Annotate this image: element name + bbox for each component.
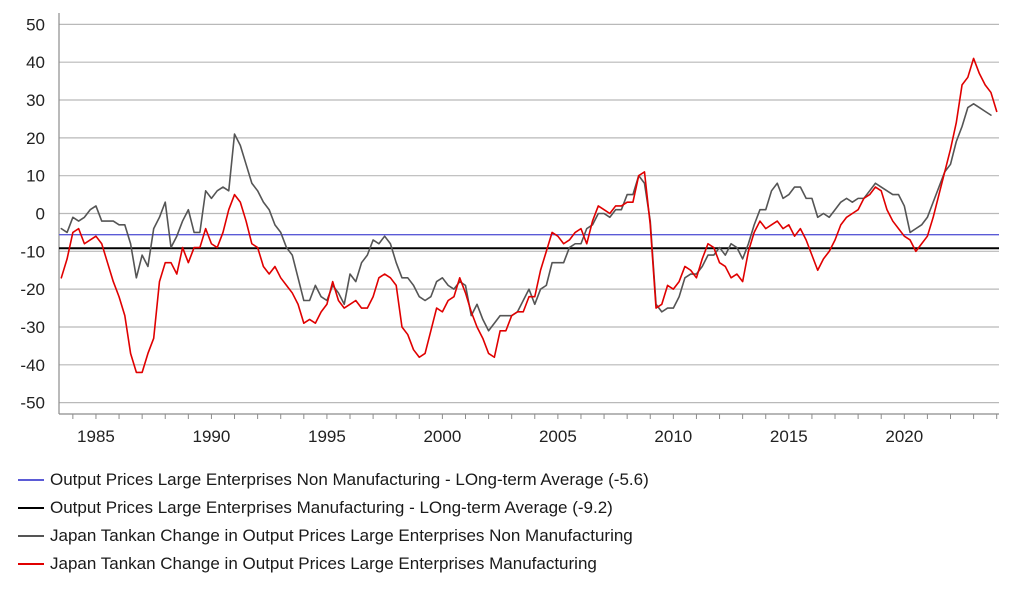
y-tick-label: 10 <box>26 167 45 186</box>
y-tick-label: 20 <box>26 129 45 148</box>
x-axis: 1985 1990 1995 2000 2005 2010 2015 2020 <box>72 414 998 446</box>
legend-label-nonmanufacturing-average: Output Prices Large Enterprises Non Manu… <box>50 470 649 489</box>
y-tick-label: -10 <box>20 242 45 261</box>
y-tick-label: 30 <box>26 91 45 110</box>
y-tick-label: 50 <box>26 15 45 34</box>
legend-item-nonmanufacturing: Japan Tankan Change in Output Prices Lar… <box>16 522 1006 550</box>
x-tick-label: 2000 <box>423 427 461 446</box>
x-tick-label: 1990 <box>193 427 231 446</box>
series-line-3 <box>60 57 998 374</box>
x-tick-label: 2010 <box>654 427 692 446</box>
y-tick-label: -30 <box>20 318 45 337</box>
y-tick-label: -40 <box>20 356 45 375</box>
legend-swatch-nonmanufacturing-average <box>18 479 44 481</box>
x-tick-label: 1995 <box>308 427 346 446</box>
legend-label-manufacturing: Japan Tankan Change in Output Prices Lar… <box>50 554 597 573</box>
y-tick-label: 40 <box>26 53 45 72</box>
x-tick-label: 2005 <box>539 427 577 446</box>
legend: Output Prices Large Enterprises Non Manu… <box>16 466 1006 578</box>
legend-swatch-nonmanufacturing <box>18 535 44 537</box>
legend-swatch-manufacturing-average <box>18 507 44 509</box>
x-tick-label: 2015 <box>770 427 808 446</box>
x-tick-label: 1985 <box>77 427 115 446</box>
series <box>59 57 999 374</box>
legend-label-manufacturing-average: Output Prices Large Enterprises Manufact… <box>50 498 613 517</box>
legend-item-manufacturing: Japan Tankan Change in Output Prices Lar… <box>16 550 1006 578</box>
y-tick-label: 0 <box>36 205 45 224</box>
x-tick-label: 2020 <box>885 427 923 446</box>
y-axis: 50 40 30 20 10 0 -10 -20 -30 -40 -50 <box>20 15 45 412</box>
gridlines <box>58 13 999 415</box>
series-line-2 <box>60 102 992 332</box>
legend-label-nonmanufacturing: Japan Tankan Change in Output Prices Lar… <box>50 526 633 545</box>
y-tick-label: -50 <box>20 394 45 413</box>
legend-swatch-manufacturing <box>18 563 44 565</box>
legend-item-nonmanufacturing-average: Output Prices Large Enterprises Non Manu… <box>16 466 1006 494</box>
legend-item-manufacturing-average: Output Prices Large Enterprises Manufact… <box>16 494 1006 522</box>
y-tick-label: -20 <box>20 280 45 299</box>
